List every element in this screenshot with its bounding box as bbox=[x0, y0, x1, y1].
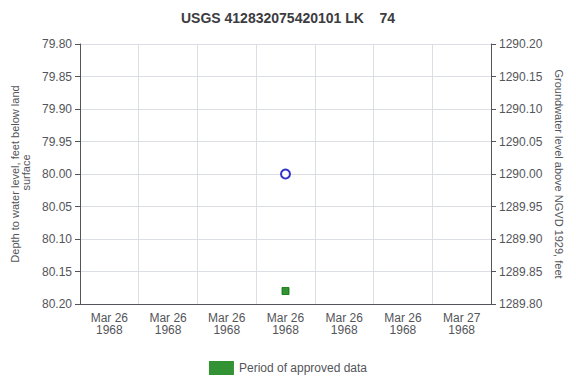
svg-text:1290.15: 1290.15 bbox=[499, 70, 543, 84]
svg-text:Mar 26: Mar 26 bbox=[90, 311, 128, 325]
svg-text:USGS 412832075420101 LK 74: USGS 412832075420101 LK 74 bbox=[181, 10, 395, 26]
svg-text:Mar 26: Mar 26 bbox=[325, 311, 363, 325]
svg-text:79.85: 79.85 bbox=[42, 70, 72, 84]
svg-text:1968: 1968 bbox=[96, 323, 123, 337]
svg-text:1289.90: 1289.90 bbox=[499, 232, 543, 246]
svg-text:1968: 1968 bbox=[390, 323, 417, 337]
svg-text:Period of approved data: Period of approved data bbox=[239, 361, 367, 375]
svg-text:80.15: 80.15 bbox=[42, 265, 72, 279]
svg-text:1968: 1968 bbox=[272, 323, 299, 337]
svg-text:Mar 26: Mar 26 bbox=[149, 311, 187, 325]
svg-text:1289.80: 1289.80 bbox=[499, 297, 543, 311]
svg-text:Groundwater level above NGVD 1: Groundwater level above NGVD 1929, feet bbox=[553, 69, 565, 278]
svg-text:1968: 1968 bbox=[213, 323, 240, 337]
svg-text:80.05: 80.05 bbox=[42, 200, 72, 214]
svg-text:1968: 1968 bbox=[448, 323, 475, 337]
svg-text:surface: surface bbox=[20, 154, 32, 193]
svg-text:1968: 1968 bbox=[155, 323, 182, 337]
svg-text:Mar 26: Mar 26 bbox=[208, 311, 246, 325]
svg-text:80.20: 80.20 bbox=[42, 297, 72, 311]
svg-text:Mar 26: Mar 26 bbox=[384, 311, 422, 325]
svg-text:1968: 1968 bbox=[331, 323, 358, 337]
svg-text:1290.00: 1290.00 bbox=[499, 167, 543, 181]
svg-text:Mar 26: Mar 26 bbox=[266, 311, 305, 325]
svg-text:1290.05: 1290.05 bbox=[499, 135, 543, 149]
svg-text:80.10: 80.10 bbox=[42, 232, 72, 246]
svg-text:Depth to water level, feet bel: Depth to water level, feet below land bbox=[8, 85, 21, 263]
svg-text:1290.10: 1290.10 bbox=[499, 102, 543, 116]
svg-text:79.80: 79.80 bbox=[42, 37, 72, 51]
svg-text:79.95: 79.95 bbox=[42, 135, 72, 149]
svg-text:1289.85: 1289.85 bbox=[499, 265, 543, 279]
svg-text:79.90: 79.90 bbox=[42, 102, 72, 116]
svg-text:1289.95: 1289.95 bbox=[499, 200, 543, 214]
svg-text:Mar 27: Mar 27 bbox=[443, 311, 481, 325]
svg-text:1290.20: 1290.20 bbox=[499, 37, 543, 51]
svg-text:80.00: 80.00 bbox=[42, 167, 72, 181]
